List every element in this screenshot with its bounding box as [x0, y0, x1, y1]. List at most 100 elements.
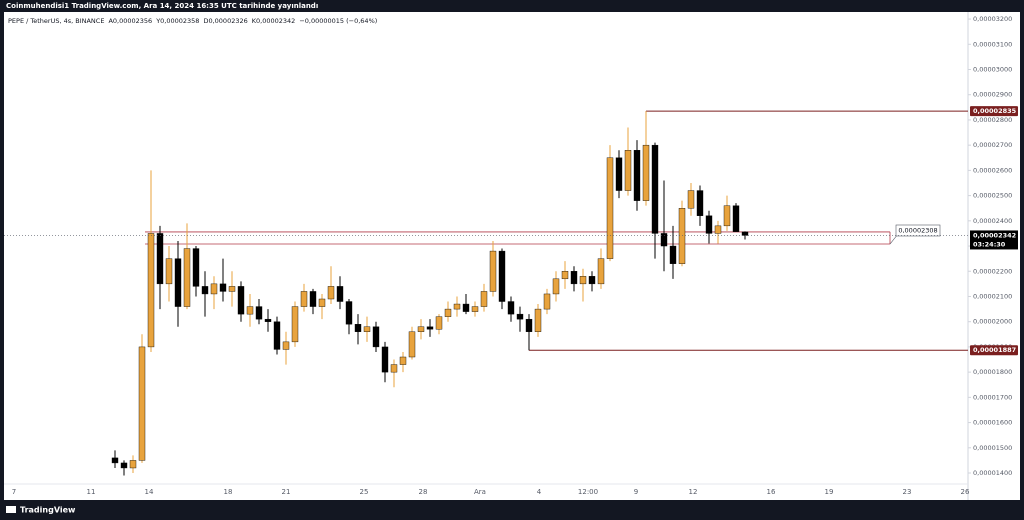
- candle-body: [624, 150, 632, 191]
- candle-body: [480, 291, 488, 307]
- x-tick-label: 7: [12, 488, 16, 496]
- candle-body: [327, 286, 335, 300]
- y-tick-label: 0,00002100: [973, 292, 1012, 300]
- candle-body: [579, 276, 587, 285]
- candle-body: [741, 231, 749, 236]
- candle-body: [408, 331, 416, 358]
- candle-body: [273, 321, 281, 350]
- chart-area: [4, 12, 1020, 500]
- y-tick-label: 0,00002800: [973, 116, 1012, 124]
- candle-body: [255, 306, 263, 320]
- candle-body: [615, 157, 623, 191]
- y-tick-label: 0,00002900: [973, 91, 1012, 99]
- y-tick-label: 0,00002000: [973, 318, 1012, 326]
- y-tick-label: 0,00002400: [973, 217, 1012, 225]
- header-text: Coinmuhendisi1 TradingView.com, Ara 14, …: [6, 2, 318, 10]
- candle-body: [381, 346, 389, 373]
- candle-body: [669, 245, 677, 264]
- candle-body: [489, 250, 497, 292]
- candle-body: [552, 278, 560, 295]
- footer-brand: TradingView: [20, 506, 76, 515]
- x-tick-label: 4: [537, 488, 542, 496]
- logo-mark: [6, 506, 16, 513]
- candle-body: [543, 293, 551, 310]
- candle-body: [165, 258, 173, 285]
- callout-box: [895, 224, 941, 237]
- candle-body: [687, 190, 695, 209]
- candle-body: [390, 364, 398, 373]
- x-tick-label: 26: [961, 488, 970, 496]
- legend-symbol: PEPE / TetherUS, 4s, BINANCE: [8, 17, 104, 25]
- candle-body: [606, 157, 614, 259]
- last-price-tag: [970, 230, 1018, 250]
- y-tick-label: 0,00001400: [973, 469, 1012, 477]
- x-tick-label: 28: [419, 488, 428, 496]
- candle-body: [417, 326, 425, 332]
- candle-body: [570, 271, 578, 285]
- candle-body: [174, 258, 182, 307]
- candle-body: [219, 283, 227, 292]
- candle-body: [444, 308, 452, 317]
- candle-body: [192, 248, 200, 287]
- candle-body: [264, 318, 272, 322]
- candle-body: [723, 205, 731, 227]
- x-tick-label: 23: [903, 488, 912, 496]
- candle-body: [660, 233, 668, 247]
- candle-body: [210, 283, 218, 295]
- candle-body: [435, 316, 443, 330]
- candle-body: [651, 144, 659, 234]
- x-tick-label: 12: [689, 488, 698, 496]
- candle-body: [246, 306, 254, 315]
- level-tag: [970, 345, 1018, 356]
- y-tick-label: 0,00001800: [973, 368, 1012, 376]
- x-tick-label: 18: [224, 488, 233, 496]
- legend-value: −0,00000015 (−0,64%): [299, 17, 377, 25]
- candle-body: [507, 301, 515, 315]
- candle-body: [372, 326, 380, 348]
- y-tick-label: 0,00003000: [973, 66, 1012, 74]
- candle-body: [561, 271, 569, 280]
- x-tick-label: 14: [145, 488, 154, 496]
- x-tick-label: 19: [825, 488, 834, 496]
- candle-body: [642, 144, 650, 201]
- candle-body: [228, 286, 236, 292]
- candle-body: [300, 291, 308, 307]
- candle-body: [705, 215, 713, 234]
- candle-body: [399, 356, 407, 365]
- last-price-label: 0,00002342: [973, 231, 1016, 239]
- y-tick-label: 0,00001700: [973, 393, 1012, 401]
- candle-body: [120, 462, 128, 469]
- legend-value: D0,00002326: [203, 17, 247, 25]
- y-tick-label: 0,00002500: [973, 192, 1012, 200]
- legend-value: A0,00002356: [108, 17, 152, 25]
- candle-body: [534, 308, 542, 332]
- candle-body: [498, 250, 506, 302]
- callout-label: 0,00002308: [898, 227, 937, 235]
- candle-body: [111, 457, 119, 464]
- y-tick-label: 0,00002600: [973, 166, 1012, 174]
- candle-body: [129, 460, 137, 469]
- candle-body: [363, 326, 371, 332]
- y-tick-label: 0,00002200: [973, 267, 1012, 275]
- candle-body: [696, 190, 704, 216]
- x-tick-label: 11: [87, 488, 96, 496]
- candle-body: [516, 313, 524, 320]
- level-tag: [970, 106, 1018, 117]
- candle-body: [426, 326, 434, 330]
- x-tick-label: 12:00: [578, 488, 598, 496]
- candle-body: [237, 286, 245, 315]
- candle-body: [318, 298, 326, 307]
- footer-logo: TradingView: [6, 506, 76, 515]
- candle-body: [201, 286, 209, 295]
- x-tick-label: Ara: [474, 488, 486, 496]
- legend-value: Y0,00002358: [155, 17, 199, 25]
- candle-body: [453, 303, 461, 310]
- y-tick-label: 0,00002700: [973, 141, 1012, 149]
- candle-body: [732, 205, 740, 232]
- candle-body: [633, 150, 641, 201]
- x-tick-label: 25: [360, 488, 369, 496]
- candle-body: [291, 306, 299, 343]
- candle-body: [588, 276, 596, 285]
- x-tick-label: 9: [634, 488, 638, 496]
